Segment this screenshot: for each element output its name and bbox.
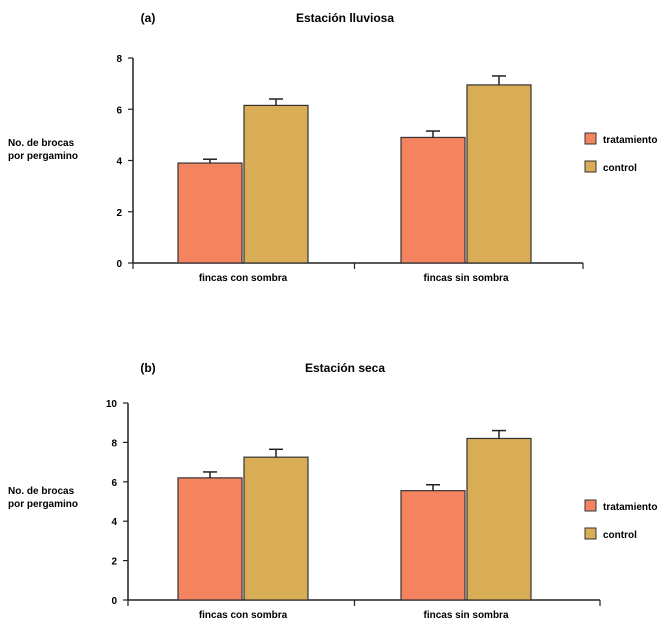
y-tick-label: 6 [116, 105, 122, 116]
bar [466, 437, 532, 601]
y-axis-label: por pergamino [8, 499, 78, 510]
y-tick-label: 2 [116, 208, 122, 219]
bar [177, 477, 243, 601]
legend-swatch [584, 527, 597, 540]
y-axis-label: por pergamino [8, 151, 78, 162]
chart-title: Estación seca [305, 361, 385, 375]
legend-swatch [584, 160, 597, 173]
legend-label: control [603, 530, 637, 541]
x-tick-label: fincas con sombra [199, 610, 288, 621]
y-tick-label: 0 [116, 259, 122, 270]
y-tick-label: 8 [111, 438, 117, 449]
legend-swatch [584, 132, 597, 145]
y-tick-label: 10 [106, 399, 118, 410]
y-tick-label: 4 [111, 517, 117, 528]
x-tick-label: fincas con sombra [199, 273, 288, 284]
x-tick-label: fincas sin sombra [423, 610, 508, 621]
chart-panel: (b) Estación seca No. de brocas por pergami… [8, 361, 657, 621]
bar [400, 490, 466, 601]
legend-swatch [584, 499, 597, 512]
y-tick-label: 0 [111, 596, 117, 607]
bar [466, 84, 532, 264]
bar [400, 136, 466, 264]
y-tick-label: 8 [116, 54, 122, 65]
panel-label: (b) [140, 361, 155, 375]
y-tick-label: 4 [116, 157, 122, 168]
legend-label: tratamiento [603, 135, 657, 146]
y-axis-label: No. de brocas [8, 486, 75, 497]
y-tick-label: 2 [111, 557, 117, 568]
bar [243, 104, 309, 264]
legend-label: control [603, 163, 637, 174]
panel-label: (a) [141, 11, 156, 25]
y-tick-label: 6 [111, 478, 117, 489]
y-axis-label: No. de brocas [8, 138, 75, 149]
chart-title: Estación lluviosa [296, 11, 394, 25]
x-tick-label: fincas sin sombra [423, 273, 508, 284]
bar [177, 162, 243, 264]
bar [243, 456, 309, 601]
legend-label: tratamiento [603, 502, 657, 513]
chart-panel: (a) Estación lluviosa No. de brocas por per… [8, 11, 657, 284]
